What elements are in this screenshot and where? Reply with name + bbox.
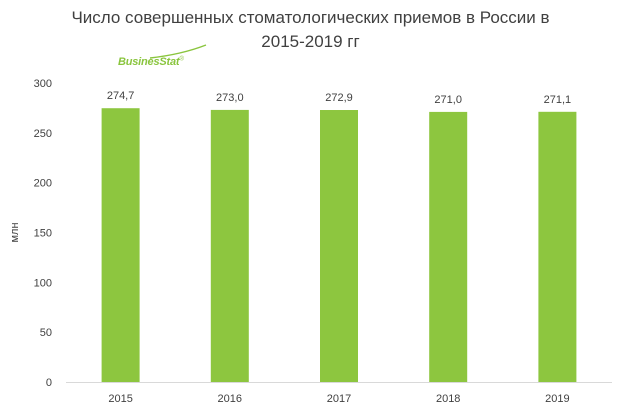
y-tick-label: 300	[34, 78, 52, 90]
data-label-2016: 273,0	[216, 92, 244, 104]
bar-2017	[320, 110, 358, 382]
chart-title-line-2: 2015-2019 гг	[261, 32, 360, 51]
bar-2019	[538, 111, 577, 383]
x-axis-ticks: 2015 2016 2017 2018 2019	[108, 393, 569, 405]
x-tick-label-2017: 2017	[327, 393, 351, 405]
chart-title-line-1: Число совершенных стоматологических прие…	[71, 8, 550, 27]
data-label-2015: 274,7	[107, 90, 135, 102]
x-tick-label-2018: 2018	[436, 393, 460, 405]
y-tick-label: 0	[46, 377, 52, 389]
y-tick-label: 50	[40, 327, 52, 339]
bars	[101, 108, 577, 383]
data-labels: 274,7 273,0 272,9 271,0 271,1	[107, 90, 571, 106]
data-label-2017: 272,9	[325, 92, 353, 104]
y-tick-label: 100	[34, 277, 52, 289]
chart-title: Число совершенных стоматологических прие…	[0, 6, 621, 54]
bar-2016	[210, 109, 249, 382]
y-tick-label: 150	[34, 228, 52, 240]
y-tick-label: 250	[34, 128, 52, 140]
logo-text: BusinesStat®	[118, 56, 184, 68]
businesstat-logo: BusinesStat®	[118, 44, 207, 74]
data-label-2018: 271,0	[434, 94, 462, 106]
bar-2018	[429, 111, 468, 383]
logo-swoosh-icon	[149, 44, 207, 59]
bar-2015	[101, 108, 140, 382]
data-label-2019: 271,1	[544, 94, 572, 106]
x-tick-label-2015: 2015	[108, 393, 132, 405]
y-tick-label: 200	[34, 178, 52, 190]
y-axis-ticks: 0 50 100 150 200 250 300	[34, 78, 52, 389]
x-tick-label-2016: 2016	[218, 393, 242, 405]
y-axis-label: млн	[9, 222, 21, 242]
x-tick-label-2019: 2019	[545, 393, 569, 405]
